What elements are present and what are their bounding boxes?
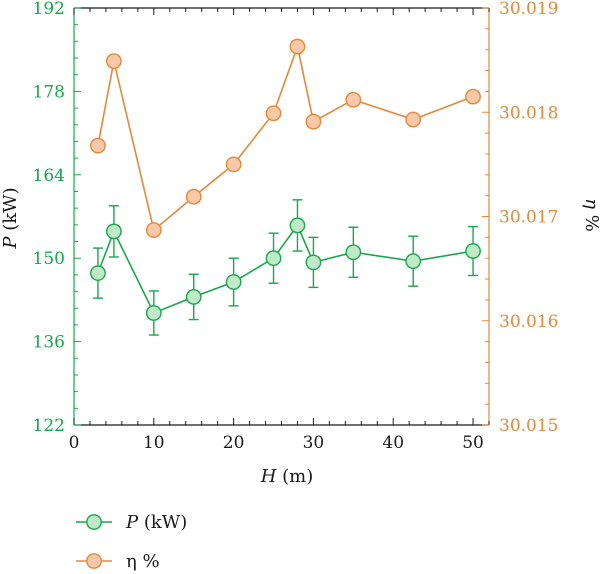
data-point-p: [265, 250, 282, 267]
data-point-p: [185, 289, 202, 305]
x-tick-label: 0: [69, 433, 80, 453]
data-point-eta: [305, 113, 322, 130]
data-point-p: [465, 243, 481, 259]
data-point-p: [405, 253, 422, 270]
y-right-tick-label: 30.015: [499, 416, 558, 436]
y-left-tick-label: 178: [33, 82, 65, 102]
data-point-p: [305, 254, 322, 271]
data-point-p: [289, 217, 306, 234]
data-point-eta: [145, 222, 162, 238]
x-axis-label: H (m): [260, 466, 314, 487]
x-tick-label: 10: [143, 433, 165, 453]
y-left-tick-label: 192: [33, 0, 65, 19]
series: [90, 38, 481, 336]
y-right-tick-label: 30.019: [499, 0, 558, 19]
data-point-eta: [289, 38, 306, 55]
y-right-tick-label: 30.016: [499, 312, 558, 332]
data-point-eta: [225, 156, 242, 173]
y-left-tick-label: 136: [33, 333, 65, 353]
series-line-eta: [97, 43, 474, 232]
y-right-tick-label: 30.017: [499, 208, 558, 228]
data-point-eta: [90, 137, 106, 154]
data-point-p: [145, 305, 162, 321]
axes: [73, 7, 490, 426]
data-point-p: [106, 223, 122, 240]
data-point-p: [225, 274, 242, 290]
tick-marks: [73, 7, 490, 426]
data-point-p: [90, 265, 106, 281]
data-point-eta: [405, 111, 422, 128]
x-tick-label: 20: [223, 433, 245, 453]
legend-label-eta: η %: [126, 551, 160, 572]
y-left-tick-label: 122: [33, 416, 65, 436]
tick-labels: 0 10 20 30 40 50 122 136 150 164 178 192 30.015 30.01…: [33, 0, 559, 453]
legend-marker-p: [86, 514, 102, 530]
x-tick-label: 30: [303, 433, 325, 453]
legend-label-p: P (kW): [125, 512, 187, 533]
y-left-tick-label: 164: [33, 166, 65, 186]
y-right-tick-label: 30.018: [499, 103, 558, 123]
x-tick-label: 50: [462, 433, 484, 453]
x-tick-label: 40: [382, 433, 404, 453]
legend-item-eta: η %: [76, 551, 160, 572]
legend: P (kW) η %: [76, 512, 187, 572]
data-point-eta: [345, 91, 362, 108]
y-left-tick-label: 150: [33, 249, 65, 269]
data-point-eta: [185, 188, 202, 205]
data-point-eta: [465, 88, 481, 105]
legend-item-p: P (kW): [76, 512, 187, 533]
data-point-eta: [265, 105, 282, 122]
data-point-eta: [106, 53, 122, 70]
data-point-p: [345, 244, 362, 261]
y-axis-right-label: η %: [581, 198, 600, 232]
legend-marker-eta: [86, 553, 102, 569]
y-axis-left-label: P (kW): [0, 187, 21, 249]
